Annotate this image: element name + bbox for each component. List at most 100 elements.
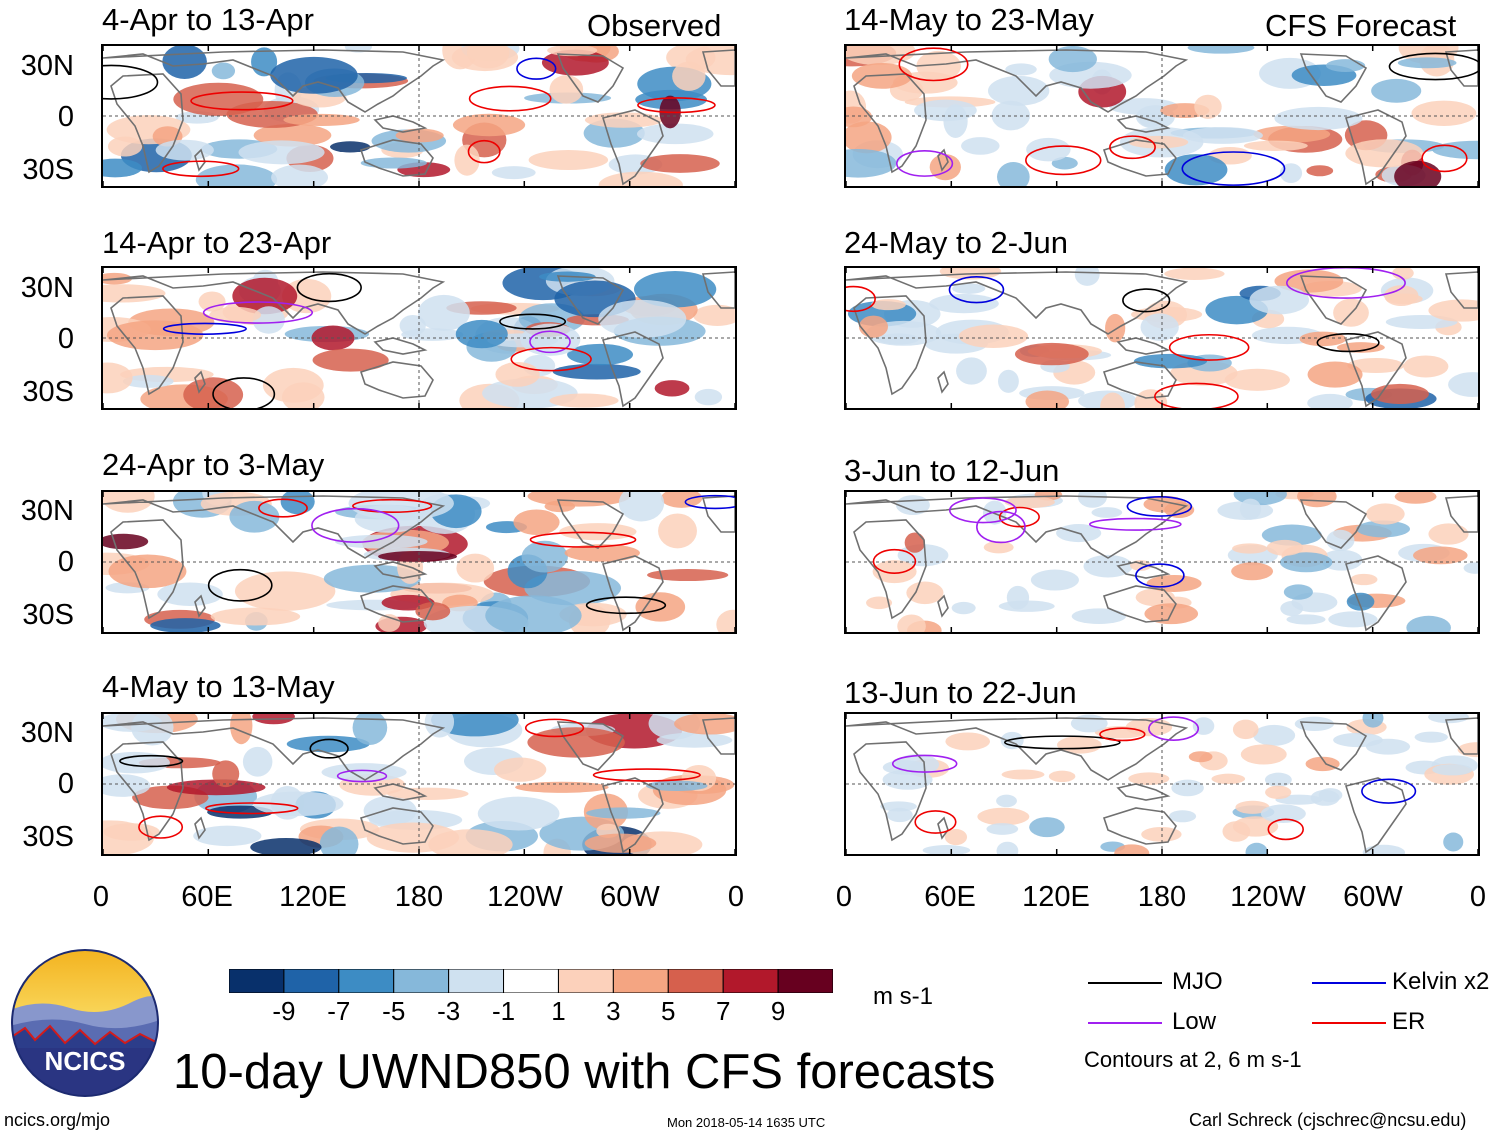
contour-line [516,57,557,80]
coastline [1299,53,1368,103]
map-panel-7 [844,490,1480,634]
anomaly-patch [552,363,641,380]
anomaly-patch [280,492,315,515]
anomaly-patch [271,164,329,186]
contour-line [998,506,1040,528]
ncics-logo: NCICS [11,949,159,1097]
anomaly-patch [1164,154,1228,186]
anomaly-patch [1249,285,1310,315]
anomaly-patch [521,540,568,573]
anomaly-patch [1134,389,1168,408]
map-canvas [846,492,1478,632]
anomaly-patch [454,144,480,176]
map-canvas [103,714,735,854]
anomaly-patch [1346,592,1375,611]
anomaly-patch [1413,546,1468,565]
anomaly-patch [415,602,451,621]
anomaly-patch [1260,804,1306,824]
anomaly-patch [270,56,358,94]
anomaly-patch [586,807,661,819]
contour-line [467,139,501,164]
contour-line [190,91,294,111]
anomaly-patch [103,774,151,797]
anomaly-patch [360,157,427,169]
anomaly-patch [977,807,1030,826]
anomaly-patch [1135,588,1175,607]
footer-author: Carl Schreck (cjschrec@ncsu.edu) [1189,1110,1467,1130]
coastline [556,499,625,549]
colorbar-label: -1 [491,996,516,1026]
anomaly-patch [230,714,253,745]
y-tick-30s-2: 30S [22,376,74,408]
legend-mjo-label: MJO [1172,968,1223,995]
anomaly-patch [1026,137,1071,162]
anomaly-patch [466,46,510,69]
contour-line [1126,496,1193,517]
anomaly-patch [1406,615,1451,632]
x-tick-left-180: 180 [394,881,444,913]
anomaly-patch [1253,125,1331,143]
x-tick-left-0-end: 0 [727,881,745,913]
anomaly-patch [549,393,619,408]
contour-line [212,377,276,408]
colorbar-swatch [283,969,340,993]
colorbar-swatch [667,969,724,993]
map-canvas [846,714,1478,854]
anomaly-patch [1362,714,1384,728]
colorbar-label: 5 [661,996,676,1026]
colorbar-label: 9 [770,996,786,1026]
anomaly-patch [1305,756,1340,772]
anomaly-patch [1345,139,1424,168]
contour-line [499,313,567,330]
anomaly-patch [1266,539,1304,556]
anomaly-patch [564,544,640,562]
contour-line [872,548,917,574]
contour-line [684,494,735,510]
anomaly-patch [1347,357,1405,374]
anomaly-patch [1366,503,1405,525]
y-tick-30s-3: 30S [22,599,74,631]
anomaly-patch [1141,826,1182,842]
legend-er-label: ER [1392,1008,1426,1035]
anomaly-patch [1350,573,1378,586]
anomaly-patch [882,769,933,790]
footer-site-link[interactable]: ncics.org/mjo [4,1110,111,1130]
contour-line [846,285,876,313]
y-tick-30s-4: 30S [22,821,74,853]
cfs-forecast-label: CFS Forecast [1265,8,1457,43]
anomaly-patch [846,148,897,178]
anomaly-patch [1194,94,1222,119]
anomaly-patch [640,154,720,173]
panel-title-5: 14-May to 23-May [844,2,1094,37]
anomaly-patch [1306,165,1334,177]
anomaly-patch [1235,800,1270,814]
anomaly-patch [513,509,560,535]
panel-title-1: 4-Apr to 13-Apr [102,2,314,37]
x-tick-right-120e: 120E [1022,881,1090,913]
anomaly-patch [363,795,417,826]
anomaly-patch [1222,821,1251,842]
colorbar-swatch [777,969,833,993]
anomaly-patch [1029,817,1065,838]
anomaly-patch [1411,100,1477,126]
anomaly-patch [1014,342,1089,366]
y-tick-30n-4: 30N [20,717,74,749]
contour-line [529,531,637,548]
colorbar-units: m s-1 [873,983,933,1010]
anomaly-patch [922,845,971,854]
anomaly-patch [1371,78,1422,103]
anomaly-patch [584,112,663,128]
y-tick-0-2: 0 [57,323,74,355]
anomaly-patch [352,714,388,745]
anomaly-patch [872,560,917,584]
legend-er-line [1312,1022,1386,1024]
panel-title-4: 4-May to 13-May [102,669,335,704]
coastline [937,594,949,618]
contour-line [1388,52,1478,81]
coastline [103,271,446,335]
contour-line [637,97,716,114]
colorbar-swatch [338,969,395,993]
panel-title-6: 24-May to 2-Jun [844,225,1068,260]
anomaly-patch [477,796,560,831]
anomaly-patch [399,314,426,337]
